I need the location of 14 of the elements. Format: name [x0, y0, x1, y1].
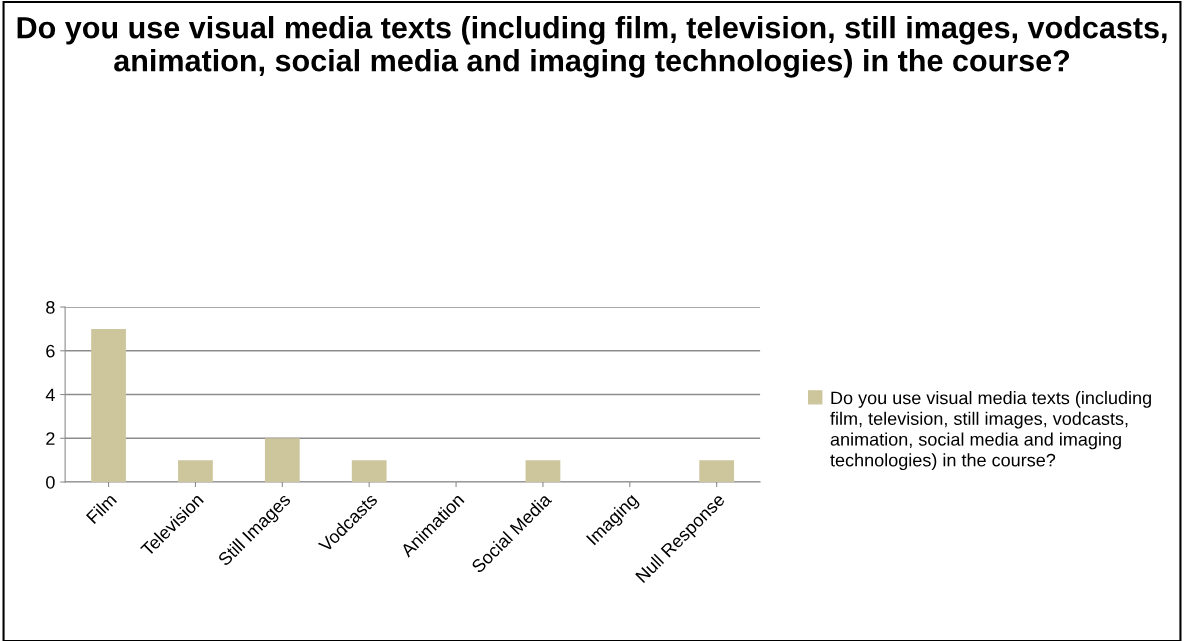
y-tick-label: 6	[46, 344, 55, 358]
bar	[91, 328, 126, 483]
bar	[699, 460, 735, 483]
bar	[525, 460, 561, 483]
bar	[178, 460, 213, 483]
y-tick-label: 0	[46, 475, 55, 489]
bar	[351, 460, 387, 483]
legend-label: Do you use visual media texts (including film, television, still images, vodcasts, animation, social media and imaging technologies) in the course?	[830, 391, 1151, 471]
y-tick-label: 2	[46, 432, 55, 445]
y-tick-label: 8	[46, 300, 55, 314]
bar	[264, 438, 300, 483]
x-tick-label: Film	[85, 492, 117, 525]
chart-title: Do you use visual media texts (including film, television, still images, vodcasts, animation, social media and imaging technologies) in the course?	[17, 16, 1167, 78]
y-tick-label: 4	[45, 388, 55, 402]
